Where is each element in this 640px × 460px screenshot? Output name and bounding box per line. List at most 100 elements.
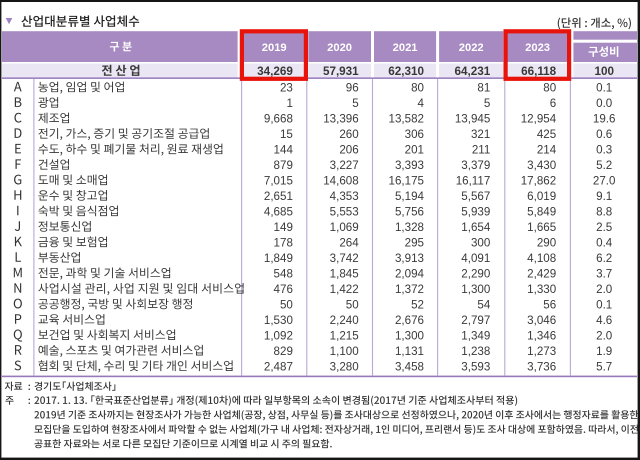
svg-text:2,429: 2,429 — [527, 268, 556, 281]
svg-text:1,238: 1,238 — [461, 345, 490, 358]
svg-text:56: 56 — [543, 299, 556, 312]
svg-text:23: 23 — [280, 82, 293, 95]
svg-text:54: 54 — [477, 299, 490, 312]
svg-text:2021: 2021 — [393, 42, 418, 54]
svg-text:548: 548 — [274, 268, 293, 281]
svg-text:6,019: 6,019 — [527, 190, 556, 203]
svg-text:3,280: 3,280 — [330, 360, 359, 373]
svg-text:80: 80 — [411, 82, 424, 95]
svg-text:1,300: 1,300 — [395, 329, 424, 342]
svg-text:3,227: 3,227 — [330, 159, 359, 172]
svg-text:201: 201 — [405, 144, 424, 157]
svg-text:1: 1 — [286, 97, 292, 110]
svg-text:3,458: 3,458 — [395, 360, 424, 373]
svg-text:5.2: 5.2 — [596, 159, 612, 172]
svg-text:5,849: 5,849 — [527, 206, 556, 219]
svg-text:1,665: 1,665 — [527, 221, 556, 234]
svg-text:1,372: 1,372 — [395, 283, 424, 296]
svg-text:1,849: 1,849 — [264, 252, 293, 265]
svg-text:1.9: 1.9 — [596, 345, 612, 358]
svg-text:2020: 2020 — [327, 42, 352, 54]
svg-text:9.1: 9.1 — [596, 190, 612, 203]
svg-text:50: 50 — [280, 299, 293, 312]
svg-text:2,676: 2,676 — [395, 314, 424, 327]
svg-text:27.0: 27.0 — [593, 175, 616, 188]
svg-text:3.7: 3.7 — [596, 268, 612, 281]
svg-text:16,175: 16,175 — [389, 175, 424, 188]
svg-text:81: 81 — [477, 82, 490, 95]
svg-text:211: 211 — [472, 144, 490, 157]
svg-text:3,736: 3,736 — [527, 360, 556, 373]
svg-text:100: 100 — [594, 65, 614, 78]
svg-text:290: 290 — [537, 237, 556, 250]
svg-text:9,668: 9,668 — [264, 113, 293, 126]
svg-text:2019: 2019 — [262, 42, 287, 54]
svg-text:306: 306 — [405, 128, 424, 141]
svg-text:1,100: 1,100 — [330, 345, 359, 358]
svg-text:1,273: 1,273 — [527, 345, 556, 358]
svg-text:96: 96 — [346, 82, 359, 95]
svg-text:3,379: 3,379 — [461, 159, 490, 172]
svg-text:1,069: 1,069 — [330, 221, 359, 234]
svg-text:295: 295 — [405, 237, 424, 250]
svg-text:1,349: 1,349 — [461, 329, 490, 342]
svg-text:12,954: 12,954 — [521, 113, 557, 126]
svg-text:425: 425 — [537, 128, 556, 141]
svg-text:321: 321 — [471, 128, 490, 141]
svg-text:2.5: 2.5 — [596, 221, 612, 234]
svg-text:15: 15 — [280, 128, 293, 141]
svg-text:50: 50 — [346, 299, 359, 312]
svg-text:4: 4 — [418, 97, 425, 110]
svg-text:1,330: 1,330 — [527, 283, 556, 296]
svg-text:64,231: 64,231 — [455, 65, 491, 78]
svg-text:5.7: 5.7 — [596, 360, 612, 373]
svg-text:5: 5 — [352, 97, 358, 110]
svg-text:16,117: 16,117 — [456, 175, 491, 188]
svg-text:1,328: 1,328 — [395, 221, 424, 234]
svg-text:206: 206 — [339, 144, 358, 157]
svg-text:1,131: 1,131 — [395, 345, 424, 358]
svg-text:1,422: 1,422 — [330, 283, 359, 296]
svg-text:3,742: 3,742 — [330, 252, 359, 265]
svg-text:1,654: 1,654 — [461, 221, 491, 234]
svg-text:1,215: 1,215 — [330, 329, 359, 342]
svg-text:66,118: 66,118 — [521, 65, 557, 78]
svg-text:1,845: 1,845 — [330, 268, 359, 281]
svg-text:0.1: 0.1 — [596, 299, 612, 312]
svg-text:4,353: 4,353 — [330, 190, 359, 203]
svg-text:2,797: 2,797 — [461, 314, 490, 327]
svg-text:4,108: 4,108 — [527, 252, 556, 265]
svg-text:829: 829 — [274, 345, 293, 358]
svg-text:2,487: 2,487 — [264, 360, 293, 373]
svg-text:5,553: 5,553 — [330, 206, 359, 219]
svg-text:13,396: 13,396 — [323, 113, 358, 126]
svg-text:0.3: 0.3 — [596, 144, 612, 157]
svg-text:19.6: 19.6 — [593, 113, 616, 126]
svg-text:2,240: 2,240 — [330, 314, 359, 327]
svg-text:2,651: 2,651 — [264, 190, 293, 203]
svg-text:14,608: 14,608 — [323, 175, 358, 188]
svg-text:149: 149 — [274, 221, 293, 234]
svg-text:6.2: 6.2 — [596, 252, 612, 265]
svg-text:1,300: 1,300 — [461, 283, 490, 296]
svg-text:2,094: 2,094 — [395, 268, 425, 281]
svg-text:0.1: 0.1 — [596, 82, 612, 95]
svg-text:879: 879 — [274, 159, 293, 172]
svg-text:0.0: 0.0 — [596, 97, 612, 110]
svg-text:2.0: 2.0 — [596, 283, 612, 296]
svg-text:144: 144 — [274, 144, 294, 157]
svg-text:214: 214 — [537, 144, 557, 157]
svg-text:0.4: 0.4 — [596, 237, 613, 250]
svg-text:264: 264 — [339, 237, 359, 250]
svg-text:0.6: 0.6 — [596, 128, 612, 141]
svg-text:1,530: 1,530 — [264, 314, 293, 327]
svg-text:13,945: 13,945 — [455, 113, 490, 126]
svg-text:80: 80 — [543, 82, 556, 95]
svg-text:6: 6 — [550, 97, 556, 110]
svg-text:5,756: 5,756 — [395, 206, 424, 219]
svg-text:57,931: 57,931 — [323, 65, 359, 78]
svg-text:8.8: 8.8 — [596, 206, 612, 219]
svg-text:62,310: 62,310 — [388, 65, 424, 78]
svg-text:4,091: 4,091 — [461, 252, 490, 265]
svg-text:2.0: 2.0 — [596, 329, 612, 342]
